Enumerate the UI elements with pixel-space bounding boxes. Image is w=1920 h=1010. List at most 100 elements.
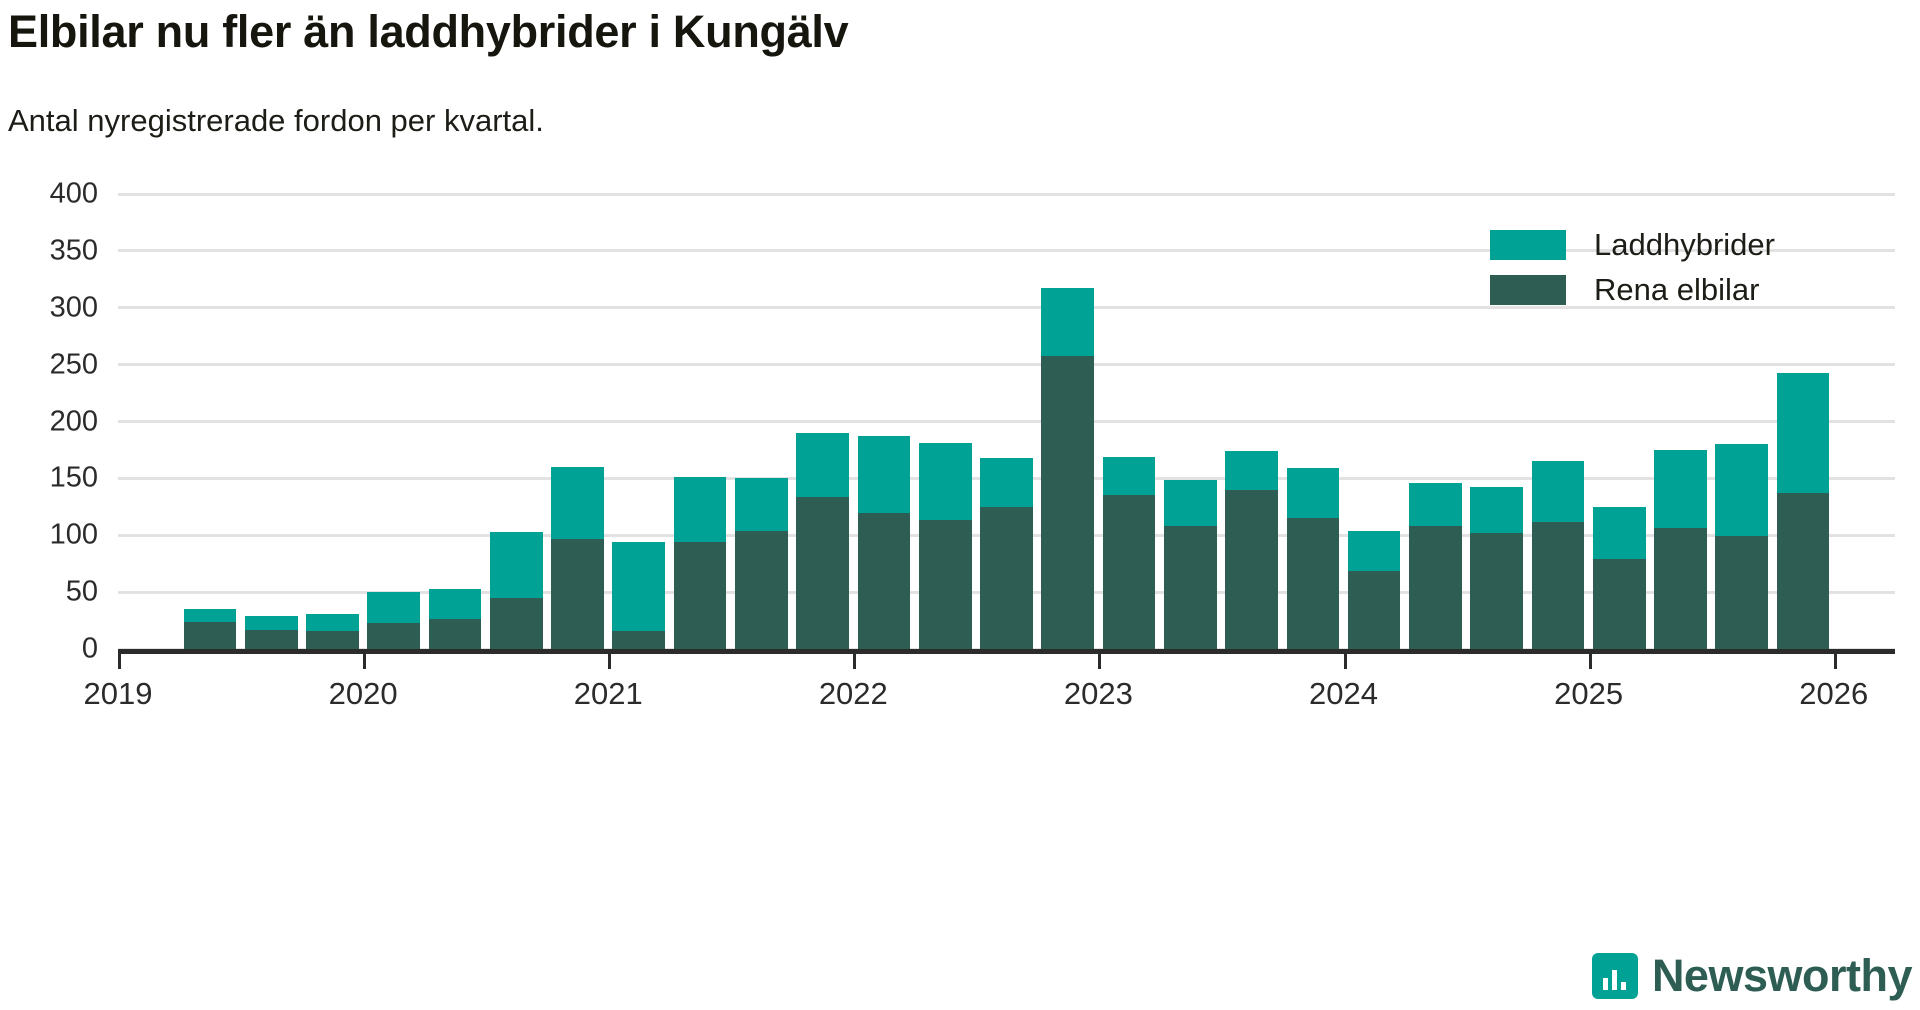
page-title: Elbilar nu fler än laddhybrider i Kungäl… <box>8 6 849 57</box>
bar-2021-Q2[interactable] <box>673 477 727 649</box>
logo-wordmark: Newsworthy <box>1651 950 1913 1001</box>
bar-2023-Q3[interactable] <box>1225 451 1278 649</box>
x-axis-tick-label: 2024 <box>1309 676 1378 711</box>
bar-2024-Q2[interactable] <box>1409 482 1462 649</box>
bar-2024-Q3[interactable] <box>1470 487 1524 649</box>
newsworthy-logo: Newsworthy <box>1591 950 1913 1002</box>
bar-2025-Q4[interactable] <box>1776 372 1830 649</box>
page-subtitle: Antal nyregistrerade fordon per kvartal. <box>8 103 544 138</box>
bar-2023-Q1[interactable] <box>1102 456 1156 649</box>
bar-segment-rena-elbilar <box>428 619 482 649</box>
bar-segment-laddhybrider <box>673 477 727 543</box>
y-axis-tick-label: 150 <box>49 461 98 494</box>
bar-2022-Q1[interactable] <box>857 436 911 649</box>
bar-segment-laddhybrider <box>1715 444 1769 537</box>
gridline <box>118 249 1895 253</box>
bar-segment-laddhybrider <box>1286 468 1340 519</box>
bar-segment-rena-elbilar <box>980 506 1033 649</box>
bar-segment-laddhybrider <box>1776 372 1830 494</box>
x-axis-tick-mark <box>118 654 121 669</box>
bar-segment-laddhybrider <box>735 478 788 531</box>
bar-segment-rena-elbilar <box>551 538 604 649</box>
legend-swatch <box>1490 274 1566 305</box>
x-axis-tick-label: 2022 <box>818 676 888 711</box>
x-axis-tick-mark <box>1588 654 1592 669</box>
bar-2025-Q3[interactable] <box>1715 444 1769 649</box>
bar-segment-laddhybrider <box>306 613 359 631</box>
bar-2020-Q4[interactable] <box>551 467 604 649</box>
x-axis-tick-label: 2020 <box>328 676 398 711</box>
y-axis-tick-label: 0 <box>81 632 98 665</box>
bar-2023-Q2[interactable] <box>1163 479 1217 649</box>
bar-segment-laddhybrider <box>796 432 849 497</box>
bar-2020-Q3[interactable] <box>489 531 543 649</box>
y-axis-tick-label: 50 <box>65 575 98 608</box>
bar-2022-Q2[interactable] <box>918 443 972 649</box>
bar-segment-laddhybrider <box>1531 461 1585 522</box>
legend-item-laddhybrider[interactable]: Laddhybrider <box>1490 222 1775 267</box>
chart-legend: Laddhybrider Rena elbilar <box>1490 222 1775 312</box>
bar-2024-Q4[interactable] <box>1531 461 1585 649</box>
legend-swatch <box>1490 229 1566 260</box>
bar-segment-laddhybrider <box>1409 482 1462 527</box>
gridline <box>118 306 1895 310</box>
bar-segment-rena-elbilar <box>918 520 972 649</box>
x-axis-tick-label: 2019 <box>83 676 153 711</box>
x-axis-tick-label: 2023 <box>1063 676 1133 711</box>
bar-2022-Q3[interactable] <box>980 457 1033 649</box>
plot-area <box>118 192 1895 651</box>
bar-2024-Q1[interactable] <box>1347 530 1401 649</box>
bar-2022-Q4[interactable] <box>1041 288 1095 649</box>
bar-segment-rena-elbilar <box>1531 521 1585 649</box>
bar-segment-laddhybrider <box>1347 530 1401 571</box>
bar-segment-laddhybrider <box>428 588 482 620</box>
y-axis-tick-label: 400 <box>49 177 98 210</box>
bar-2025-Q2[interactable] <box>1654 449 1707 649</box>
bar-segment-rena-elbilar <box>1592 559 1646 649</box>
bar-2021-Q1[interactable] <box>612 542 666 649</box>
bar-segment-laddhybrider <box>367 592 421 623</box>
bar-2021-Q4[interactable] <box>796 432 849 649</box>
legend-item-rena-elbilar[interactable]: Rena elbilar <box>1490 267 1775 312</box>
bar-segment-laddhybrider <box>980 457 1033 507</box>
gridline <box>118 420 1895 423</box>
gridline <box>118 363 1895 367</box>
bar-segment-rena-elbilar <box>857 512 911 649</box>
gridline <box>118 192 1895 196</box>
bar-segment-rena-elbilar <box>1776 493 1830 649</box>
bar-segment-rena-elbilar <box>489 597 543 649</box>
bar-segment-rena-elbilar <box>1470 532 1524 649</box>
x-axis-tick-mark <box>1098 654 1102 669</box>
bar-2025-Q1[interactable] <box>1592 506 1646 649</box>
bar-segment-laddhybrider <box>1654 449 1707 529</box>
bar-segment-rena-elbilar <box>367 622 421 649</box>
x-axis-tick-mark <box>608 654 612 669</box>
bar-segment-rena-elbilar <box>796 496 849 649</box>
bar-2020-Q1[interactable] <box>367 592 421 649</box>
legend-label: Laddhybrider <box>1594 226 1775 262</box>
bar-segment-rena-elbilar <box>612 630 666 649</box>
bar-segment-rena-elbilar <box>244 629 298 649</box>
legend-label: Rena elbilar <box>1594 271 1760 307</box>
bar-2021-Q3[interactable] <box>735 478 788 649</box>
y-axis-tick-label: 200 <box>49 405 98 437</box>
y-axis-tick-label: 300 <box>49 291 98 324</box>
bar-2019-Q2[interactable] <box>183 609 237 649</box>
x-axis-line <box>118 649 1895 654</box>
bar-2023-Q4[interactable] <box>1286 468 1340 649</box>
bar-segment-laddhybrider <box>1041 288 1095 356</box>
bar-segment-rena-elbilar <box>1041 355 1095 649</box>
bar-segment-laddhybrider <box>1592 506 1646 560</box>
bar-2019-Q4[interactable] <box>306 613 359 649</box>
x-axis-tick-mark <box>1833 654 1837 669</box>
bar-segment-rena-elbilar <box>1225 489 1278 649</box>
bar-segment-rena-elbilar <box>306 630 359 649</box>
bar-chart-icon <box>1591 953 1638 999</box>
bar-2019-Q3[interactable] <box>244 616 298 649</box>
bar-segment-rena-elbilar <box>1163 526 1217 649</box>
bar-segment-laddhybrider <box>489 531 543 598</box>
bar-segment-laddhybrider <box>1102 456 1156 496</box>
bar-2020-Q2[interactable] <box>428 588 482 649</box>
bar-segment-rena-elbilar <box>1654 528 1707 649</box>
